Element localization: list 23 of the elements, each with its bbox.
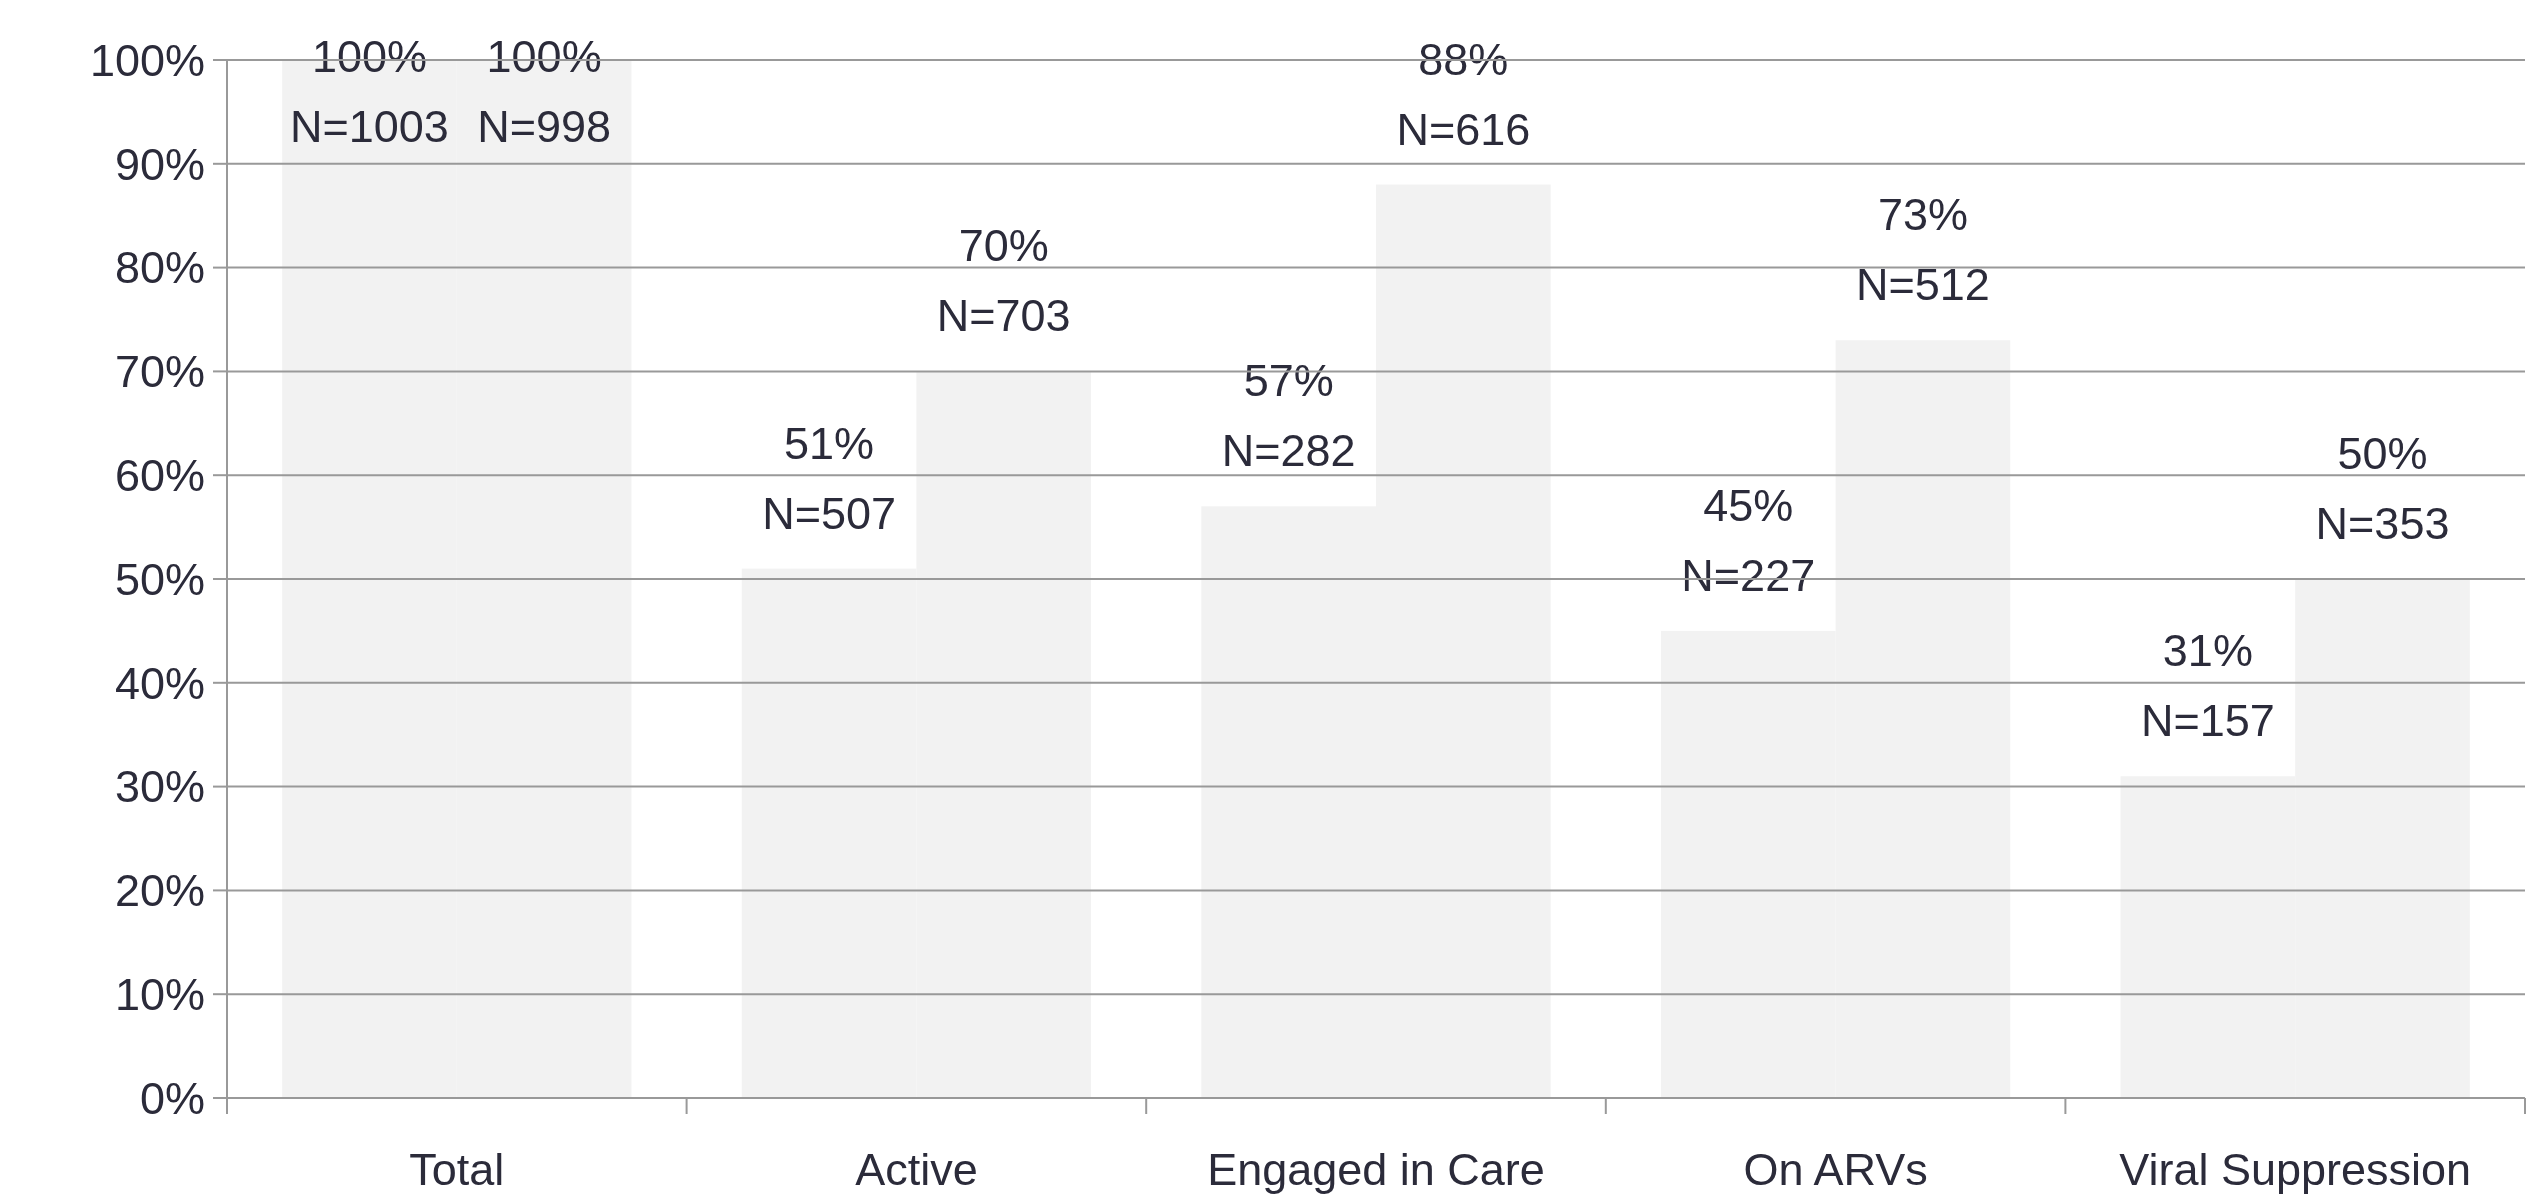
y-tick-label: 50% [114,553,205,605]
y-tick-label: 30% [114,761,205,813]
data-label: 51% N=507 [762,417,897,539]
x-tick-label: Viral Suppression [2119,1144,2472,1195]
x-tick-label: Total [409,1144,505,1195]
data-label: 57% N=282 [1221,355,1356,477]
x-tick-label: On ARVs [1743,1144,1928,1195]
x-tick-label: Engaged in Care [1207,1144,1545,1195]
data-label: 45% N=227 [1681,479,1816,601]
data-label: 73% N=512 [1855,189,1990,311]
y-tick-label: 100% [89,34,205,86]
y-tick-label: 40% [114,657,205,709]
y-tick-label: 10% [114,968,205,1020]
y-tick-label: 0% [139,1072,205,1124]
data-label: 50% N=353 [2315,428,2450,549]
y-tick-label: 60% [114,449,205,501]
data-label: 31% N=157 [2140,625,2275,747]
y-tick-label: 20% [114,865,205,917]
data-label: 70% N=703 [936,220,1071,342]
y-tick-label: 90% [114,138,205,190]
y-tick-label: 80% [114,242,205,294]
y-tick-label: 70% [114,346,205,398]
x-tick-label: Active [855,1144,978,1195]
